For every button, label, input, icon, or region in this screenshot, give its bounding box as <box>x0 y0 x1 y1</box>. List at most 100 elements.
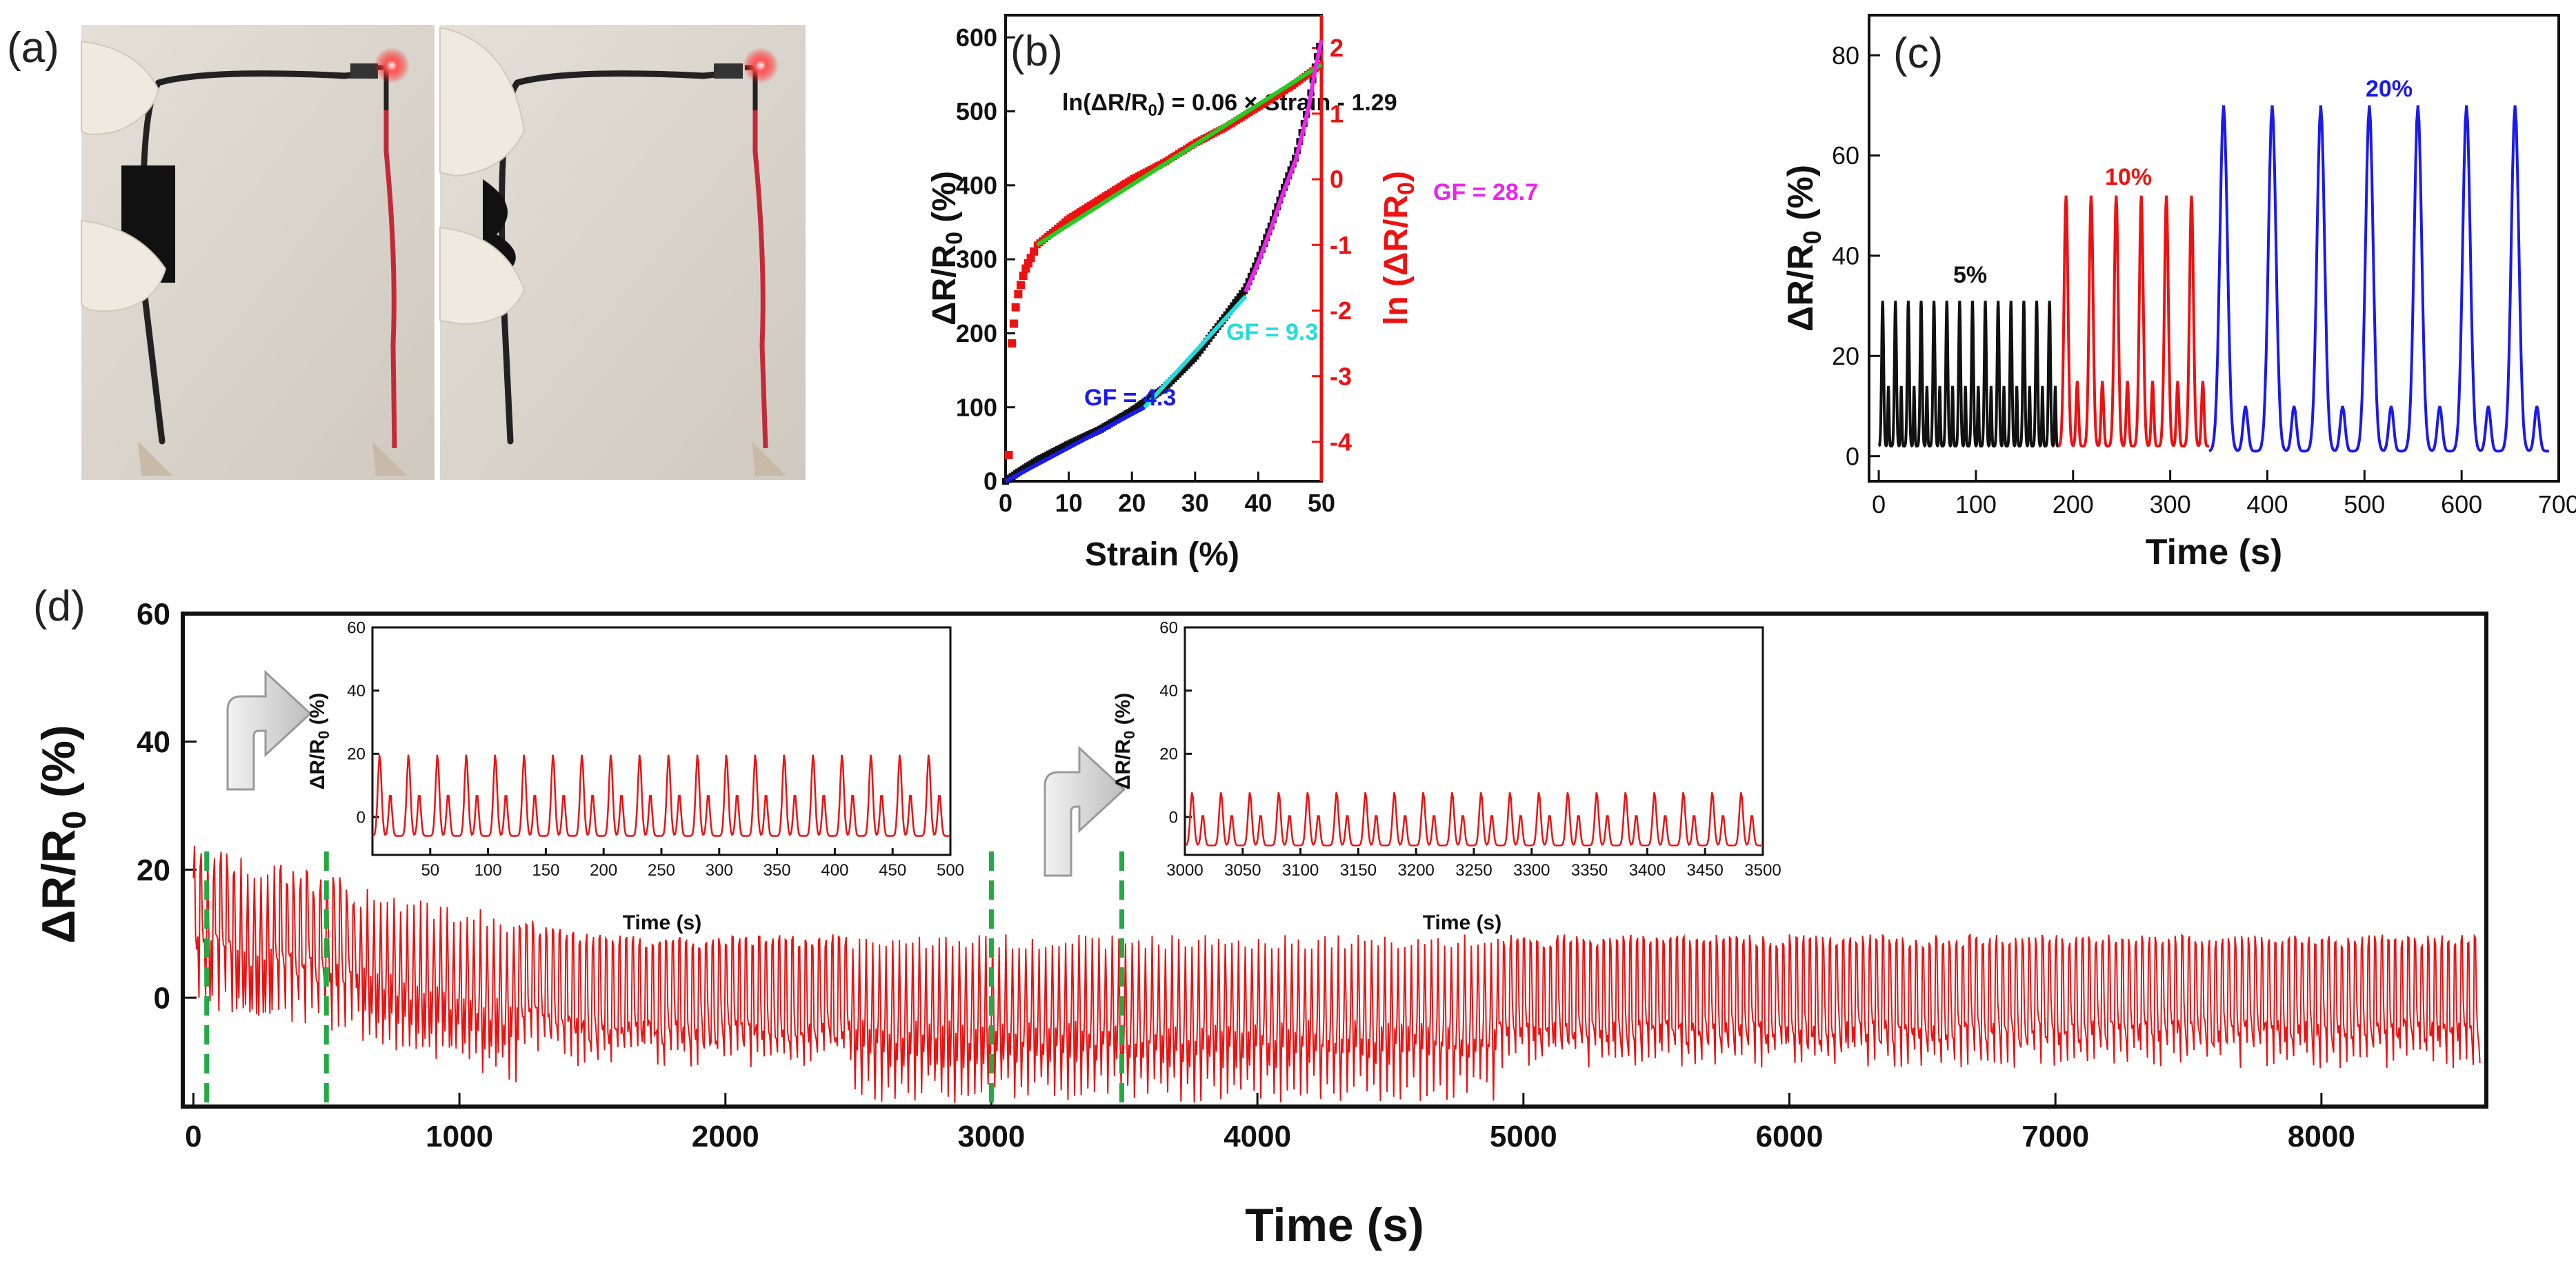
chart-b-fit-line <box>1036 62 1323 247</box>
chart-b-point <box>1008 339 1017 348</box>
inset-1-ylabel: ΔR/R0 (%) <box>306 693 332 789</box>
chart-b-equation: ln(ΔR/R0) = 0.06 × Strain - 1.29 <box>1062 90 1397 120</box>
chart-b-y-tick-label: 400 <box>956 171 997 199</box>
inset-2-x-tick-label: 3050 <box>1224 861 1261 880</box>
inset-1-y-tick-label: 40 <box>347 682 366 700</box>
zoom-arrow-2 <box>1044 745 1126 877</box>
inset-2-x-tick-label: 3150 <box>1340 861 1377 880</box>
chart-b-point <box>1011 303 1020 312</box>
chart-d-ylabel: ΔR/R0 (%) <box>32 725 93 943</box>
chart-d: (d) Time (s) ΔR/R0 (%) 0 1000 2000 3000 4000… <box>32 583 2488 1251</box>
chart-c-x-tick-label: 0 <box>1872 490 1886 518</box>
chart-c-y-tick-label: 80 <box>1832 41 1859 70</box>
chart-c-y-tick-label: 40 <box>1832 242 1859 270</box>
chart-b-y2-tick-label: -3 <box>1330 362 1352 390</box>
chart-c-x-tick-label: 400 <box>2246 490 2288 518</box>
chart-c-series-red <box>2057 195 2209 448</box>
inset-1-x-tick-label: 450 <box>879 861 906 880</box>
chart-b-fit-label: GF = 28.7 <box>1433 179 1538 205</box>
inset-2-x-tick-label: 3250 <box>1455 861 1492 880</box>
chart-b-y2-tick-label: 0 <box>1330 165 1344 194</box>
chart-c-x-tick-label: 200 <box>2053 490 2094 518</box>
chart-d-y-tick-label: 60 <box>137 597 170 631</box>
chart-b-point <box>1026 254 1035 263</box>
chart-d-inset-1: Time (s) ΔR/R0 (%) 50 100 150 200 250 300 350 4… <box>306 618 964 934</box>
inset-2-y-tick-label: 20 <box>1159 745 1178 764</box>
chart-c-x-tick-label: 100 <box>1955 490 1997 518</box>
chart-d-x-tick-label: 5000 <box>1490 1120 1557 1153</box>
chart-b-point <box>1014 290 1023 299</box>
inset-2-y-tick-label: 60 <box>1159 618 1178 637</box>
inset-1-x-tick-label: 200 <box>590 861 617 880</box>
inset-1-x-tick-label: 300 <box>706 861 733 880</box>
chart-c-frame <box>1868 14 2560 483</box>
inset-1-x-tick-label: 100 <box>475 861 502 880</box>
inset-2-series <box>1184 792 1763 847</box>
chart-b-point <box>1030 247 1039 256</box>
panel-label-c: (c) <box>1893 30 1943 77</box>
inset-2-ylabel: ΔR/R0 (%) <box>1112 693 1138 789</box>
inset-2-x-tick-label: 3300 <box>1513 861 1550 880</box>
chart-c-segment-label: 10% <box>2105 164 2152 190</box>
chart-b-fit-label: GF = 9.3 <box>1226 319 1318 345</box>
chart-b-y2-tick-label: 1 <box>1330 99 1344 128</box>
chart-c-x-tick-label: 600 <box>2441 490 2482 518</box>
chart-b-point <box>1009 319 1018 328</box>
inset-1-series <box>372 754 951 837</box>
chart-b-y-tick-label: 600 <box>956 23 997 52</box>
chart-c-ylabel: ΔR/R0 (%) <box>1781 165 1826 332</box>
chart-c-y-tick-label: 20 <box>1832 342 1859 370</box>
chart-d-y-tick-label: 0 <box>154 982 170 1016</box>
chart-c-series-blue <box>2208 105 2550 453</box>
inset-1-x-tick-label: 350 <box>763 861 791 880</box>
inset-1-x-tick-label: 50 <box>421 861 439 880</box>
chart-d-inset-2: Time (s) ΔR/R0 (%) 3000 3050 3100 3150 3200 3… <box>1112 618 1781 934</box>
panel-label-a: (a) <box>7 24 59 72</box>
chart-b-fit-line <box>1244 39 1324 293</box>
chart-b-x-tick-label: 20 <box>1118 489 1146 517</box>
inset-1-x-tick-label: 150 <box>532 861 559 880</box>
chart-d-x-tick-label: 2000 <box>692 1120 759 1153</box>
panel-label-b: (b) <box>1010 28 1063 75</box>
chart-b-point <box>1016 281 1025 290</box>
inset-1-y-tick-label: 60 <box>347 618 366 637</box>
chart-c-segment-label: 5% <box>1953 262 1987 288</box>
chart-b-ylabel: ΔR/R0 (%) <box>926 171 968 325</box>
chart-b-y-tick-label: 0 <box>984 467 997 496</box>
chart-c-y-tick-label: 60 <box>1832 141 1859 170</box>
chart-b-frame <box>1004 14 1323 483</box>
chart-d-x-tick-label: 4000 <box>1224 1120 1291 1153</box>
chart-c-segment-label: 20% <box>2366 76 2413 102</box>
inset-1-x-tick-label: 250 <box>648 861 675 880</box>
inset-2-x-tick-label: 3450 <box>1687 861 1724 880</box>
inset-2-x-tick-label: 3200 <box>1398 861 1435 880</box>
chart-d-x-tick-label: 0 <box>185 1120 201 1153</box>
chart-b-x-tick-label: 10 <box>1055 489 1083 517</box>
chart-c: (c) Time (s) ΔR/R0 (%) 0 100 200 300 400 500 6… <box>1781 14 2576 572</box>
chart-b-y-tick-label: 100 <box>956 393 997 421</box>
chart-b-y-tick-label: 300 <box>956 245 997 274</box>
zoom-arrow-1 <box>226 669 312 791</box>
chart-b-y2-tick-label: 2 <box>1330 34 1344 62</box>
chart-b-x-tick-label: 0 <box>999 489 1012 517</box>
chart-b-y2-tick-label: -2 <box>1330 296 1352 325</box>
inset-2-x-tick-label: 3100 <box>1282 861 1319 880</box>
chart-b-fit-line <box>1143 294 1248 409</box>
chart-c-x-tick-label: 500 <box>2344 490 2385 518</box>
chart-b-fit-label: GF = 4.3 <box>1084 385 1176 411</box>
inset-1-y-tick-label: 20 <box>347 745 366 764</box>
chart-c-series-black <box>1877 301 2059 448</box>
chart-b-x-tick-label: 50 <box>1308 489 1335 517</box>
chart-b-y-tick-label: 200 <box>956 319 997 347</box>
photo-right <box>439 25 806 480</box>
chart-d-frame <box>181 612 2488 1109</box>
chart-d-x-tick-label: 7000 <box>2021 1120 2089 1153</box>
inset-2-x-tick-label: 3000 <box>1166 861 1203 880</box>
chart-b: (b) ln(ΔR/R0) = 0.06 × Strain - 1.29 Str… <box>926 14 1538 573</box>
inset-1-x-tick-label: 500 <box>937 861 964 880</box>
chart-c-y-tick-label: 0 <box>1846 442 1859 470</box>
chart-c-xlabel: Time (s) <box>2146 532 2282 572</box>
chart-c-x-tick-label: 300 <box>2150 490 2191 518</box>
chart-b-x-tick-label: 30 <box>1181 489 1209 517</box>
